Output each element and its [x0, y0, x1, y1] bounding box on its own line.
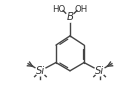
Circle shape [65, 13, 75, 22]
Circle shape [94, 66, 105, 76]
Text: HO: HO [52, 5, 66, 14]
Text: OH: OH [74, 5, 88, 14]
Circle shape [35, 66, 46, 76]
Text: Si: Si [36, 66, 45, 76]
Text: B: B [66, 12, 74, 23]
Text: Si: Si [95, 66, 104, 76]
